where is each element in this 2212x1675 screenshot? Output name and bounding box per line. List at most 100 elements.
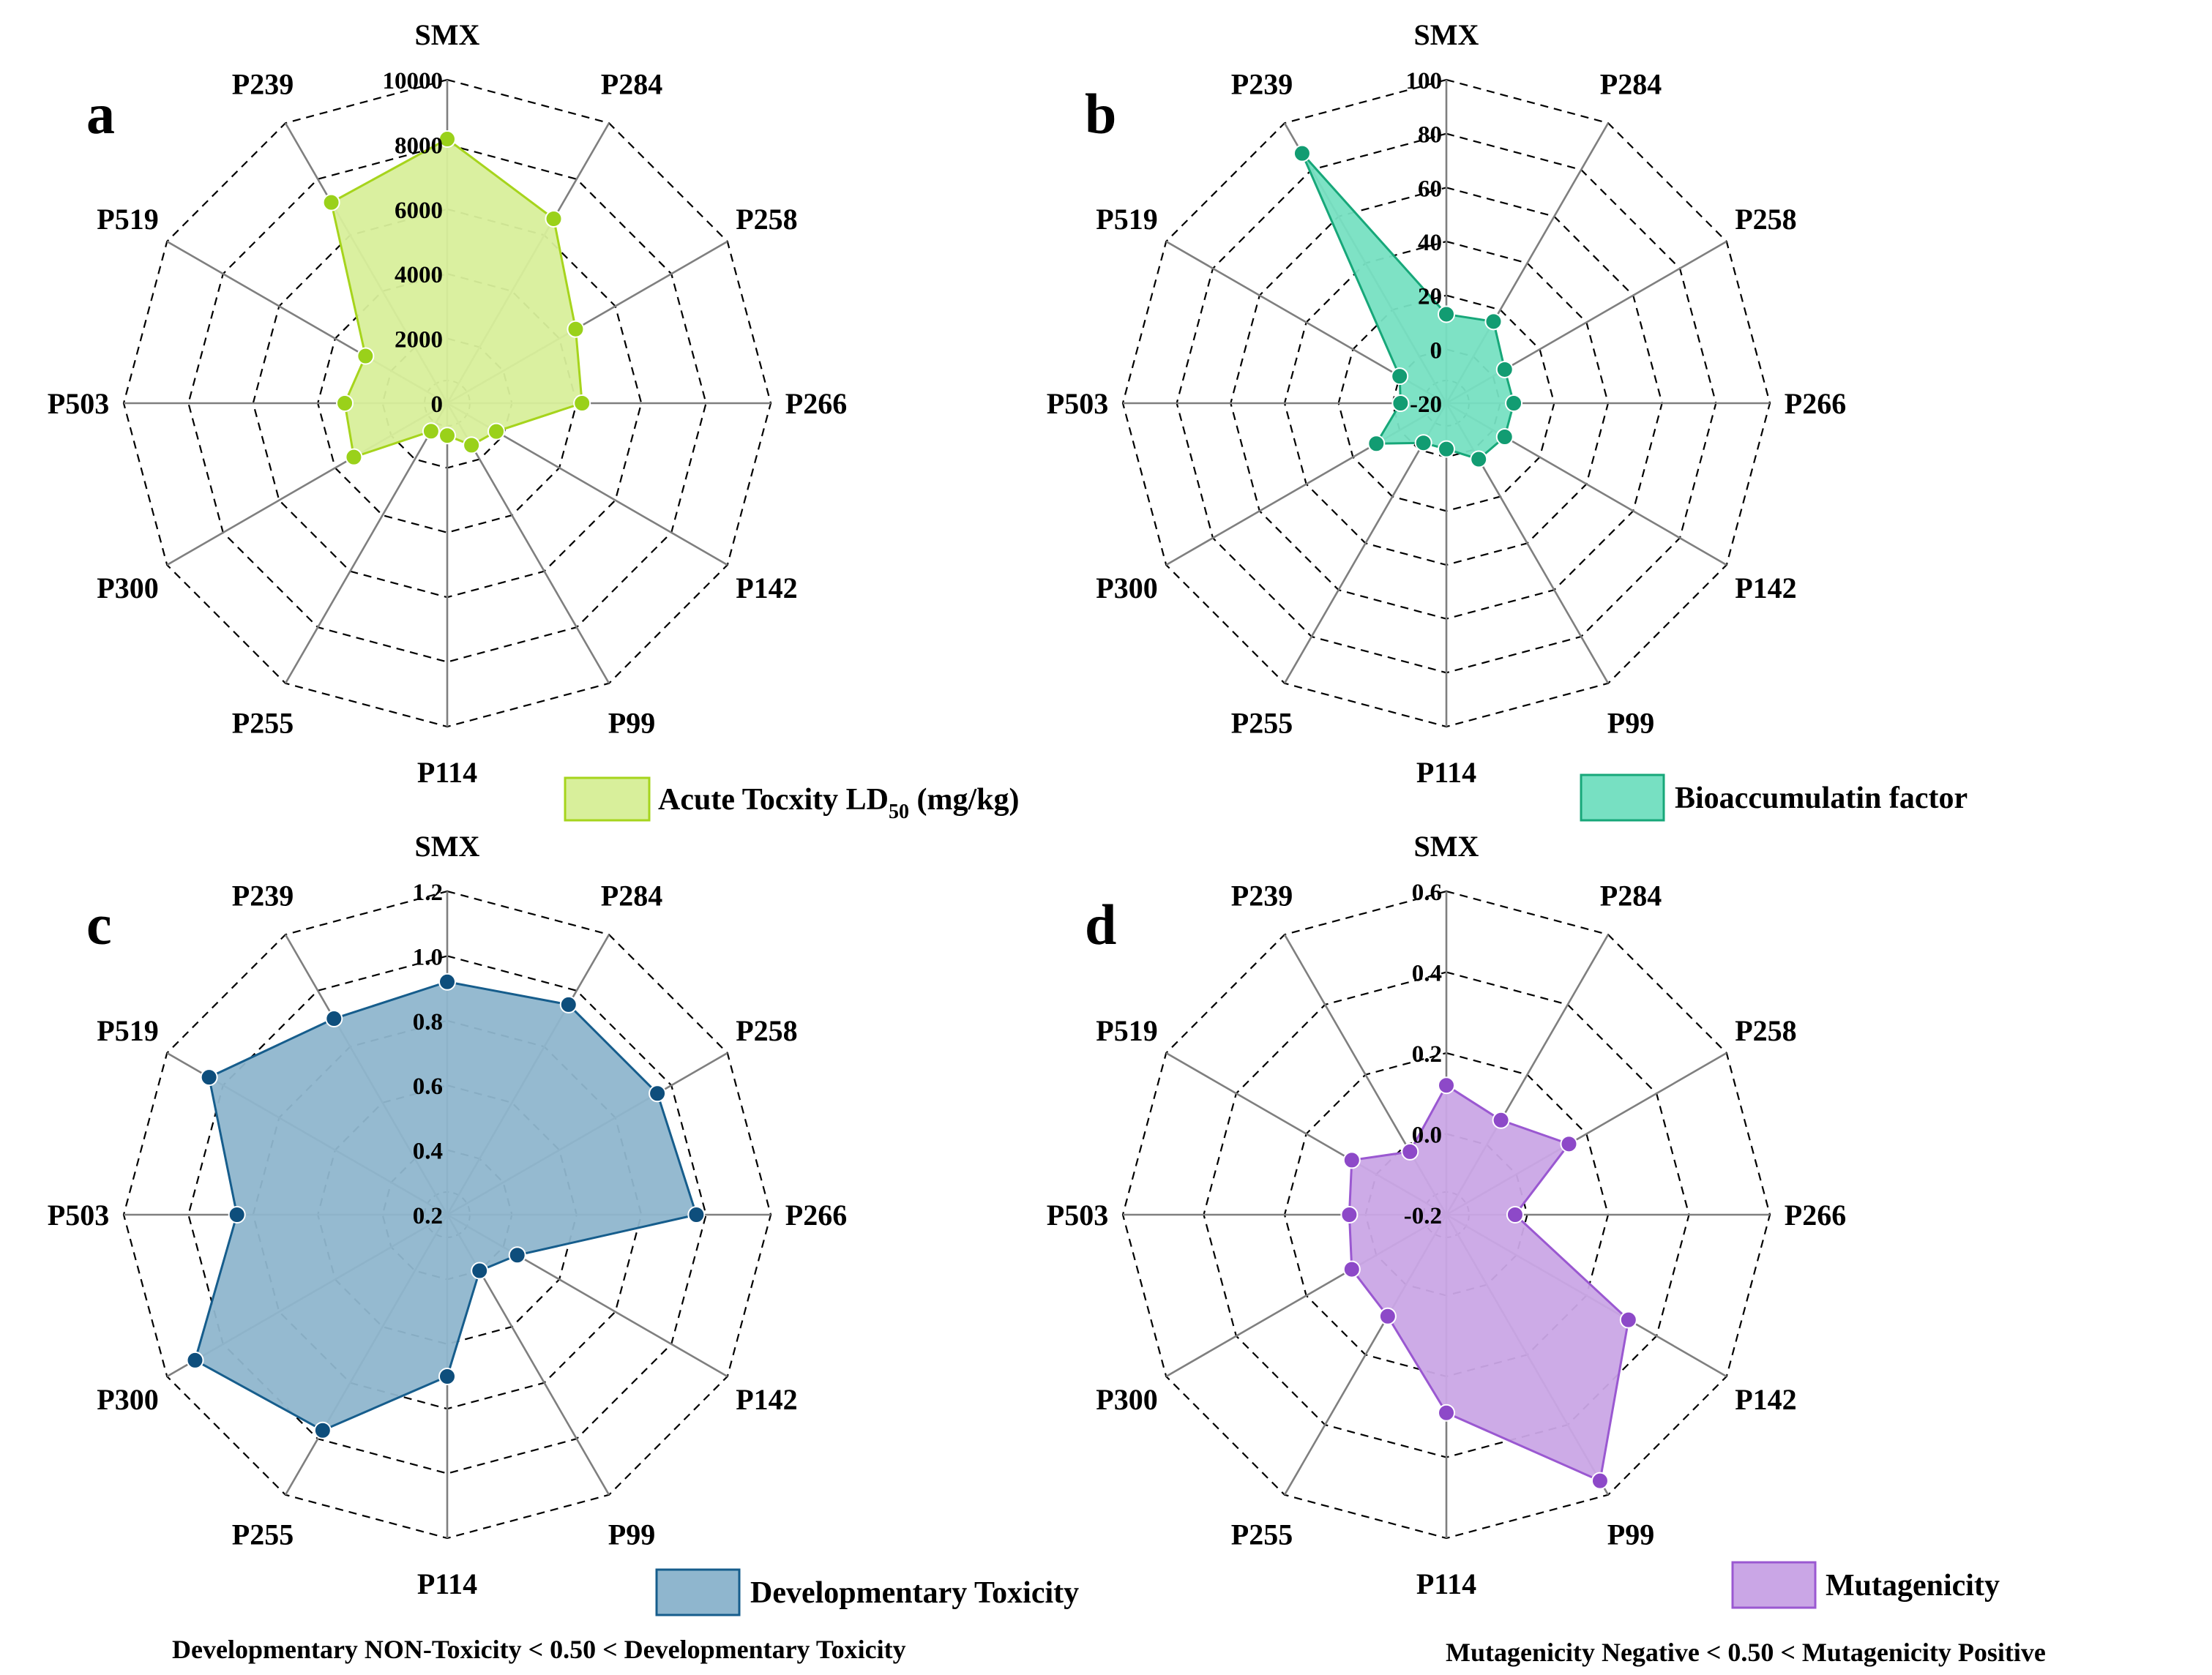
panel-a-legend-label: Acute Tocxity LD50 (mg/kg) [658,783,1020,823]
panel-c-axis-label-p239: P239 [232,880,294,913]
panel-d-threshold-note: Mutagenicity Negative < 0.50 < Mutagenic… [1446,1638,2046,1667]
panel-a-legend-main: Acute Tocxity LD [658,783,889,817]
panel-c-letter: c [86,893,112,956]
panel-d-point-smx [1438,1076,1455,1095]
panel-d-axis-label-p99: P99 [1607,1518,1654,1551]
panel-d-axis-label-p114: P114 [1416,1567,1476,1600]
panel-c-axis-label-p503: P503 [48,1199,109,1232]
panel-d-point-p284 [1492,1111,1510,1129]
panel-a-letter: a [86,82,115,146]
panel-b-point-p519 [1391,367,1409,386]
panel-c-axis-label-p300: P300 [97,1383,158,1416]
panel-d-point-p239 [1401,1142,1419,1161]
panel-b-axis-label-p503: P503 [1047,387,1108,420]
panel-a-point-p300 [345,448,363,466]
panel-c-axis-label-p114: P114 [417,1567,477,1600]
panel-c-tick-0-6: 0.6 [413,1073,443,1100]
panel-c-point-p114 [438,1368,456,1385]
panel-c-axis-label-p284: P284 [601,880,662,913]
panel-d-point-p99 [1591,1472,1609,1490]
panel-a-axis-label-p114: P114 [417,756,477,789]
panel-b-axis-labels: SMX P284 P258 P266 P142 P99 P114 P255 P300 P503 P5… [1047,18,1846,789]
panel-b-letter: b [1085,82,1116,146]
panel-d-axis-label-p519: P519 [1096,1014,1157,1047]
panel-c-legend-swatch [655,1568,741,1616]
panel-b-point-p239 [1293,144,1311,162]
panel-b-series [1293,144,1523,468]
panel-b-point-p300 [1367,435,1386,453]
panel-d-axis-label-p266: P266 [1785,1199,1846,1232]
panel-d-legend-label: Mutagenicity [1826,1569,2000,1603]
panel-c-point-p142 [508,1246,526,1264]
panel-c-point-p266 [687,1206,706,1224]
panel-b-tick-80: 80 [1418,122,1442,149]
panel-b: -20 0 20 40 60 80 100 SMX P284 P258 P266 P142 P99 P1… [1047,18,1968,822]
panel-c-axis-label-p519: P519 [97,1014,158,1047]
panel-a-axis-label-p284: P284 [601,68,662,101]
panel-c-series [186,973,706,1439]
panel-a-series [322,130,591,466]
panel-a-tick-10000: 10000 [383,68,444,94]
panel-d-point-p142 [1619,1311,1637,1329]
panel-c-tick-1-2: 1.2 [413,880,443,906]
panel-d-tick-0-0: 0.0 [1412,1123,1442,1149]
panel-d-axis-label-p300: P300 [1096,1383,1157,1416]
panel-b-axis-label-p142: P142 [1735,572,1796,604]
panel-d-axis-label-p142: P142 [1735,1383,1796,1416]
panel-a-point-smx [438,130,456,149]
panel-c-point-smx [438,973,456,991]
panel-b-axis-label-p284: P284 [1600,68,1662,101]
panel-b-tick-100: 100 [1406,68,1443,94]
panel-a-spoke-p255 [284,402,449,684]
panel-d-letter: d [1085,893,1116,956]
panel-d-series [1340,1076,1637,1490]
panel-a-tick-4000: 4000 [395,262,443,288]
panel-c-point-p258 [649,1084,667,1103]
panel-a: 0 2000 4000 6000 8000 10000 SMX P284 P258 P266 P1… [48,18,1020,823]
panel-c-tick-0-8: 0.8 [413,1009,443,1035]
panel-a-axis-labels: SMX P284 P258 P266 P142 P99 P114 P255 P300 P503 P5… [48,18,847,789]
panel-a-tick-labels: 0 2000 4000 6000 8000 10000 [383,68,444,418]
panel-c-tick-labels: 0.2 0.4 0.6 0.8 1.0 1.2 [413,880,443,1229]
panel-b-axis-label-p519: P519 [1096,203,1157,236]
panel-d-point-p266 [1506,1206,1524,1224]
panel-c: 0.2 0.4 0.6 0.8 1.0 1.2 SMX P284 P258 P266 P142 P9… [48,830,1079,1664]
panel-a-legend-swatch [564,776,651,822]
panel-b-axis-label-p114: P114 [1416,756,1476,789]
panel-d-tick-0-6: 0.6 [1412,880,1442,906]
panel-b-axis-label-p266: P266 [1785,387,1846,420]
panel-b-point-p503 [1391,394,1410,412]
panel-c-axis-label-p255: P255 [232,1518,294,1551]
panel-b-point-p255 [1414,434,1432,452]
panel-b-point-p114 [1438,440,1455,458]
panel-a-axis-label-p519: P519 [97,203,158,236]
panel-a-point-p258 [567,320,585,338]
panel-c-axis-label-p258: P258 [736,1014,797,1047]
panel-d-axis-label-p258: P258 [1735,1014,1796,1047]
panel-b-tick-labels: -20 0 20 40 60 80 100 [1406,68,1443,418]
panel-c-point-p255 [313,1421,332,1439]
panel-c-tick-0-4: 0.4 [413,1139,443,1165]
panel-b-point-p142 [1495,428,1514,446]
panel-b-tick--20: -20 [1410,391,1442,418]
panel-c-point-p300 [186,1351,204,1369]
panel-a-point-p284 [545,210,563,228]
panel-d-axis-labels: SMX P284 P258 P266 P142 P99 P114 P255 P300 P503 P5… [1047,830,1846,1600]
panel-a-axis-label-p300: P300 [97,572,158,604]
panel-d-tick-0-2: 0.2 [1412,1041,1442,1068]
panel-d-legend-swatch [1731,1561,1817,1609]
panel-a-axis-label-smx: SMX [415,18,480,51]
panel-a-axis-label-p99: P99 [608,706,655,739]
panel-b-tick-40: 40 [1418,230,1442,256]
panel-a-point-p503 [336,394,354,412]
panel-b-axis-label-smx: SMX [1414,18,1479,51]
panel-c-axis-label-smx: SMX [415,830,480,863]
panel-b-point-p266 [1505,394,1523,412]
panel-d-point-p258 [1560,1135,1578,1153]
panel-a-point-p142 [487,422,505,441]
panel-c-tick-0-2: 0.2 [413,1203,443,1229]
panel-d-point-p519 [1342,1151,1361,1169]
panel-a-point-p255 [422,422,440,441]
panel-d-point-p300 [1342,1260,1361,1278]
panel-b-point-p258 [1495,360,1514,378]
